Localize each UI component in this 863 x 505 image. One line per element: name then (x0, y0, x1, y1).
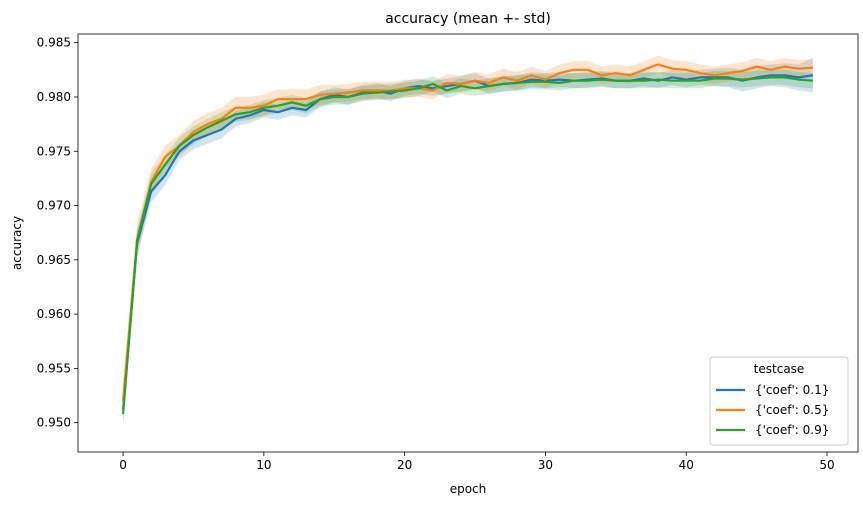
x-tick-label: 20 (397, 458, 412, 472)
chart-title: accuracy (mean +- std) (385, 11, 551, 27)
legend: testcase {'coef': 0.1} {'coef': 0.5} {'coe… (709, 356, 849, 446)
x-axis-label: epoch (450, 482, 487, 496)
y-tick-label: 0.965 (37, 253, 71, 267)
legend-label-2: {'coef': 0.9} (755, 423, 829, 437)
series-line-2 (122, 76, 813, 415)
x-tick-label: 50 (819, 458, 834, 472)
legend-label-0: {'coef': 0.1} (755, 383, 829, 397)
y-tick-label: 0.985 (37, 36, 71, 50)
y-tick-label: 0.980 (37, 90, 71, 104)
x-tick-label: 0 (119, 458, 127, 472)
series-lines (122, 63, 814, 415)
y-axis-ticks: 0.950 0.955 0.960 0.965 0.970 0.975 0.980 0.985 (37, 36, 78, 430)
y-tick-label: 0.950 (37, 416, 71, 430)
y-tick-label: 0.960 (37, 307, 71, 321)
y-axis-label: accuracy (10, 216, 24, 270)
series-line-1 (122, 63, 813, 402)
plot-frame (77, 33, 859, 453)
legend-label-1: {'coef': 0.5} (755, 403, 829, 417)
y-tick-label: 0.955 (37, 361, 71, 375)
y-tick-label: 0.975 (37, 144, 71, 158)
y-tick-label: 0.970 (37, 199, 71, 213)
legend-title: testcase (754, 362, 805, 376)
x-tick-label: 10 (256, 458, 271, 472)
x-axis-ticks: 0 10 20 30 40 50 (119, 452, 835, 472)
legend-box (709, 356, 849, 446)
x-tick-label: 40 (679, 458, 694, 472)
x-tick-label: 30 (538, 458, 553, 472)
